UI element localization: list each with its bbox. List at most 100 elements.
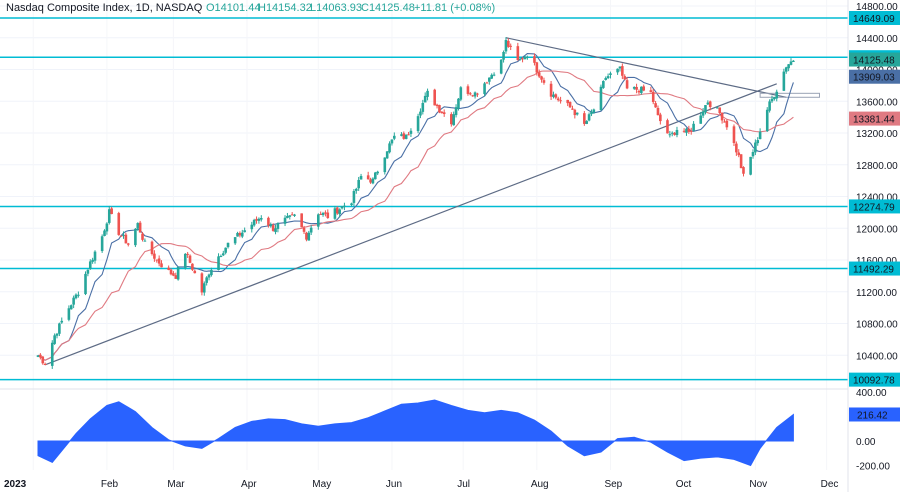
- open-value: O14101.44: [206, 2, 260, 14]
- candle-body: [742, 167, 745, 174]
- candle-body: [43, 363, 47, 366]
- candle-body: [542, 80, 546, 83]
- candle-body: [583, 113, 586, 124]
- candle-body: [609, 73, 612, 75]
- candle-body: [787, 64, 790, 69]
- candle-body: [110, 208, 113, 214]
- candle-body: [309, 227, 313, 233]
- candle-body: [86, 269, 90, 274]
- candle-body: [124, 234, 128, 244]
- symbol-title[interactable]: Nasdaq Composite Index, 1D, NASDAQ: [6, 2, 203, 14]
- candle-body: [276, 223, 280, 229]
- candle-body: [642, 86, 646, 91]
- candle-body: [290, 214, 294, 216]
- candle-body: [651, 91, 655, 103]
- candle-body: [732, 126, 736, 143]
- candle-body: [768, 101, 771, 111]
- oscillator-badge-label: 216.42: [857, 410, 888, 421]
- candle-body: [205, 277, 208, 283]
- candle-body: [426, 90, 429, 97]
- x-tick-label: Jun: [386, 479, 402, 490]
- candle-body: [69, 305, 73, 310]
- trendline: [44, 83, 777, 366]
- candle-body: [174, 275, 178, 279]
- candle-body: [654, 103, 657, 108]
- trendline: [505, 37, 787, 98]
- candle-body: [718, 107, 722, 114]
- candle-body: [240, 232, 244, 237]
- price-badge-label: 14125.48: [853, 56, 895, 67]
- candle-body: [552, 94, 555, 97]
- price-badge-label: 13909.03: [853, 73, 895, 84]
- low-value: L14063.93: [310, 2, 362, 14]
- y-tick-label: 10400.00: [856, 351, 898, 362]
- oscillator-panel: [37, 399, 794, 467]
- y-tick-label: 11200.00: [856, 288, 897, 299]
- candle-body: [668, 134, 672, 136]
- ma-slow-line: [37, 70, 794, 361]
- candle-body: [454, 107, 458, 116]
- candle-body: [393, 135, 396, 139]
- time-axis[interactable]: 2023 Feb Mar Apr May Jun Jul Aug Sep Oct Nov Dec: [4, 479, 838, 490]
- candle-body: [58, 323, 61, 334]
- candle-body: [136, 223, 140, 229]
- candle-body: [521, 58, 524, 60]
- candle-body: [188, 255, 192, 263]
- candle-body: [371, 178, 375, 184]
- candle-body: [259, 218, 263, 220]
- candle-body: [257, 218, 261, 221]
- candle-body: [238, 232, 242, 236]
- candle-body: [307, 232, 311, 241]
- candle-body: [316, 214, 320, 227]
- candle-body: [535, 62, 539, 73]
- candle-body: [357, 179, 360, 189]
- candle-body: [369, 179, 372, 183]
- candle-body: [459, 87, 463, 100]
- candle-body: [666, 120, 669, 134]
- candle-body: [172, 273, 175, 276]
- candle-body: [756, 140, 760, 144]
- candle-body: [169, 269, 173, 275]
- candle-body: [735, 143, 738, 153]
- x-tick-label: Nov: [749, 479, 767, 490]
- candle-body: [293, 214, 296, 216]
- level-badge: [849, 372, 900, 387]
- candle-body: [160, 263, 163, 268]
- candle-body: [366, 175, 370, 180]
- candle-body: [490, 74, 493, 79]
- candle-body: [343, 205, 346, 207]
- candle-body: [621, 66, 624, 76]
- candle-body: [267, 217, 270, 226]
- level-label: 11492.29: [853, 265, 894, 276]
- candle-body: [376, 171, 379, 174]
- candle-body: [457, 98, 460, 109]
- candle-body: [233, 237, 237, 244]
- candle-body: [355, 188, 358, 191]
- candle-body: [134, 228, 137, 246]
- candle-body: [573, 109, 577, 116]
- candle-body: [720, 112, 724, 121]
- candle-body: [72, 297, 75, 305]
- candle-body: [689, 130, 693, 132]
- candle-body: [632, 86, 636, 89]
- candle-body: [537, 72, 541, 77]
- candle-body: [60, 320, 64, 323]
- candle-body: [723, 121, 726, 123]
- level-badge: [849, 199, 900, 214]
- candle-body: [466, 86, 470, 94]
- candle-body: [88, 261, 92, 269]
- candle-body: [217, 256, 220, 271]
- y-tick-label: 12000.00: [856, 224, 898, 235]
- x-tick-label: Sep: [604, 479, 622, 490]
- candle-body: [792, 60, 795, 62]
- candle-body: [725, 120, 729, 128]
- candle-body: [775, 91, 779, 99]
- candle-body: [687, 128, 691, 132]
- candle-body: [649, 90, 653, 93]
- price-badge-label: 13381.44: [853, 115, 895, 126]
- y-tick-label: 14400.00: [856, 34, 898, 45]
- oscillator-badge: [849, 407, 900, 422]
- candle-body: [402, 133, 406, 139]
- candle-body: [385, 151, 389, 159]
- candle-body: [590, 111, 593, 115]
